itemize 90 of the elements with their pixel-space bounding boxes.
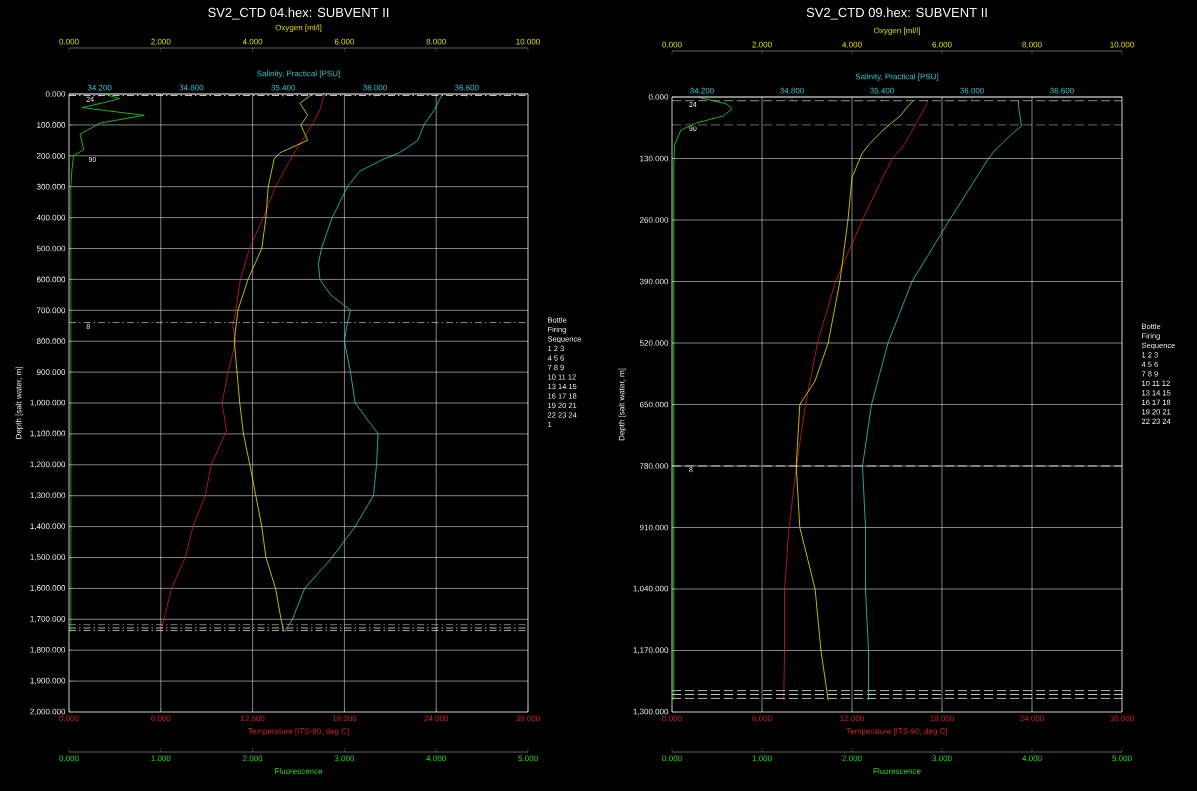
y-tick-label: 1,400.000 [30,523,66,530]
y-tick-label: 390.000 [639,278,669,285]
x-tick-label: 6.000 [151,715,171,722]
chart-title: SV2_CTD 09.hex: SUBVENT II [806,7,987,20]
y-tick-label: 1,600.000 [30,585,66,592]
x-tick-label: 0.000 [59,715,79,722]
x2-tick-label: 35.400 [870,87,894,94]
y-tick-label: 1,170.000 [633,647,669,654]
x-tick-label: 0.000 [59,755,79,762]
y-tick-label: 900.000 [36,369,66,375]
x-tick-label: 24.000 [1020,715,1044,722]
x-tick-label: 4.000 [426,755,446,762]
x2-tick-label: 36.600 [454,84,479,91]
x-axis-title: Temperature [ITS-90, deg C] [846,728,948,736]
x2-tick-label: 34.200 [87,84,112,91]
x2-axis-title: Oxygen [ml/l] [275,24,322,32]
x2-tick-label: 34.800 [780,87,804,94]
y-tick-label: 130.000 [640,155,669,162]
y-tick-label: 260.000 [639,217,669,223]
x-tick-label: 3.000 [334,755,355,762]
y-tick-label: 100.000 [37,122,66,128]
x-axis-title: Fluorescence [873,768,921,774]
x-tick-label: 4.000 [1022,755,1042,762]
x2-tick-label: 4.000 [242,38,263,45]
x2-tick-label: 0.000 [59,38,79,45]
y-tick-label: 1,200.000 [30,461,66,469]
y-tick-label: 520.000 [639,340,669,346]
x-axis-title: Temperature [ITS-90, deg C] [247,728,349,736]
y-tick-label: 1,000.000 [30,399,66,407]
chart-title: SV2_CTD 04.hex: SUBVENT II [208,7,389,20]
x2-tick-label: 10.000 [516,38,540,45]
x-tick-label: 3.000 [932,755,952,762]
y-tick-label: 1,900.000 [30,677,66,685]
x2-tick-label: 2.000 [752,41,772,48]
x-tick-label: 30.000 [1110,715,1134,722]
y-tick-label: 300.000 [36,183,66,190]
x-tick-label: 18.000 [332,715,357,722]
y-tick-label: 0.000 [648,94,669,100]
y-axis-title: Depth [salt water, m] [618,368,627,441]
y-tick-label: 400.000 [36,214,66,221]
x2-tick-label: 36.000 [960,87,984,94]
y-tick-label: 650.000 [639,401,669,408]
y-tick-label: 800.000 [36,338,66,345]
y-tick-label: 700.000 [36,307,66,314]
x-tick-label: 18.000 [930,715,954,722]
x-tick-label: 6.000 [752,715,772,722]
y-tick-label: 1,500.000 [30,554,66,561]
y-tick-label: 1,300.000 [633,708,669,716]
x2-axis-title: Salinity, Practical [PSU] [257,70,340,78]
x2-tick-label: 34.800 [179,84,204,91]
y-tick-label: 1,800.000 [30,646,66,654]
y-tick-label: 2,000.000 [30,708,66,716]
x2-tick-label: 6.000 [932,41,952,48]
x-tick-label: 24.000 [424,715,449,722]
x-tick-label: 1.000 [752,755,772,762]
y-tick-label: 600.000 [36,276,66,283]
x2-tick-label: 0.000 [662,41,682,48]
y-axis-title: Depth [salt water, m] [15,367,24,439]
x-tick-label: 0.000 [662,715,682,722]
x2-axis-title: Oxygen [ml/l] [874,27,920,35]
x-tick-label: 2.000 [842,755,862,762]
y-tick-label: 910.000 [639,524,669,531]
y-tick-label: 1,300.000 [30,492,66,499]
x-tick-label: 12.000 [840,715,864,722]
x2-tick-label: 36.000 [363,84,387,91]
y-tick-label: 0.000 [45,91,66,97]
y-tick-label: 780.000 [639,463,669,469]
x2-tick-label: 6.000 [334,38,355,45]
x2-tick-label: 34.200 [690,87,714,94]
x-axis-title: Fluorescence [275,768,323,774]
x2-tick-label: 10.000 [1110,41,1134,48]
x-tick-label: 0.000 [662,755,682,762]
y-tick-label: 1,100.000 [30,430,66,438]
y-tick-label: 200.000 [36,152,66,159]
y-tick-label: 1,040.000 [633,585,669,593]
x2-tick-label: 8.000 [426,38,446,45]
x-tick-label: 5.000 [518,755,538,762]
x2-tick-label: 4.000 [842,41,862,48]
x2-axis-title: Salinity, Practical [PSU] [855,73,939,81]
x2-tick-label: 2.000 [151,38,171,45]
x-tick-label: 1.000 [151,755,171,762]
x-tick-label: 12.000 [240,715,265,722]
x-tick-label: 5.000 [1112,755,1132,762]
x-tick-label: 2.000 [243,755,263,762]
y-tick-label: 500.000 [36,245,66,252]
x2-tick-label: 8.000 [1022,41,1042,48]
x-tick-label: 30.000 [516,715,540,722]
y-tick-label: 1,700.000 [30,616,66,623]
x2-tick-label: 36.600 [1050,87,1074,94]
x2-tick-label: 35.400 [271,84,296,91]
